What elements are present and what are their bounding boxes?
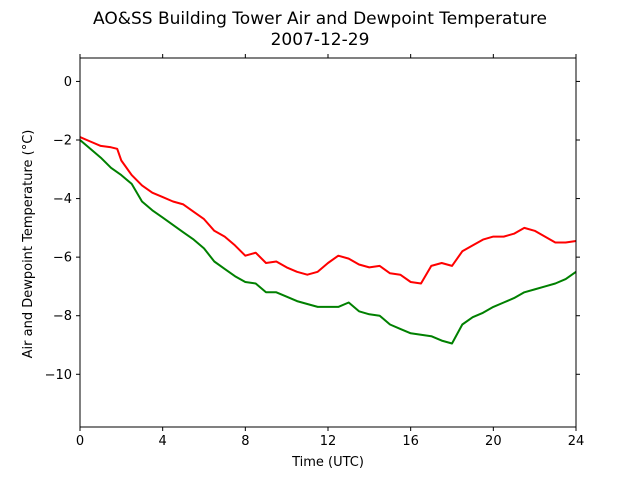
- chart-subtitle: 2007-12-29: [271, 30, 370, 50]
- chart-title: AO&SS Building Tower Air and Dewpoint Te…: [93, 9, 547, 29]
- x-tick-label: 16: [402, 434, 419, 449]
- plot-frame: [79, 57, 577, 428]
- y-tick-label: −10: [45, 368, 72, 383]
- y-tick-label: −8: [53, 309, 72, 324]
- y-tick-label: 0: [64, 75, 72, 90]
- y-tick-label: −2: [53, 134, 72, 149]
- x-tick-label: 24: [568, 434, 585, 449]
- series-line-2: [79, 139, 577, 345]
- plot-area: 0 4 8 12 16 20 24 0 −2 −4 −6 −8 −10: [45, 54, 585, 449]
- x-axis-label: Time (UTC): [291, 455, 364, 470]
- y-tick-label: −4: [53, 192, 72, 207]
- x-tick-label: 0: [76, 434, 84, 449]
- y-tick-label: −6: [53, 251, 72, 266]
- y-axis-label: Air and Dewpoint Temperature (°C): [21, 130, 36, 359]
- series-line-1: [79, 136, 577, 285]
- x-tick-label: 4: [159, 434, 167, 449]
- x-tick-label: 8: [241, 434, 249, 449]
- x-tick-label: 12: [320, 434, 337, 449]
- x-tick-label: 20: [485, 434, 502, 449]
